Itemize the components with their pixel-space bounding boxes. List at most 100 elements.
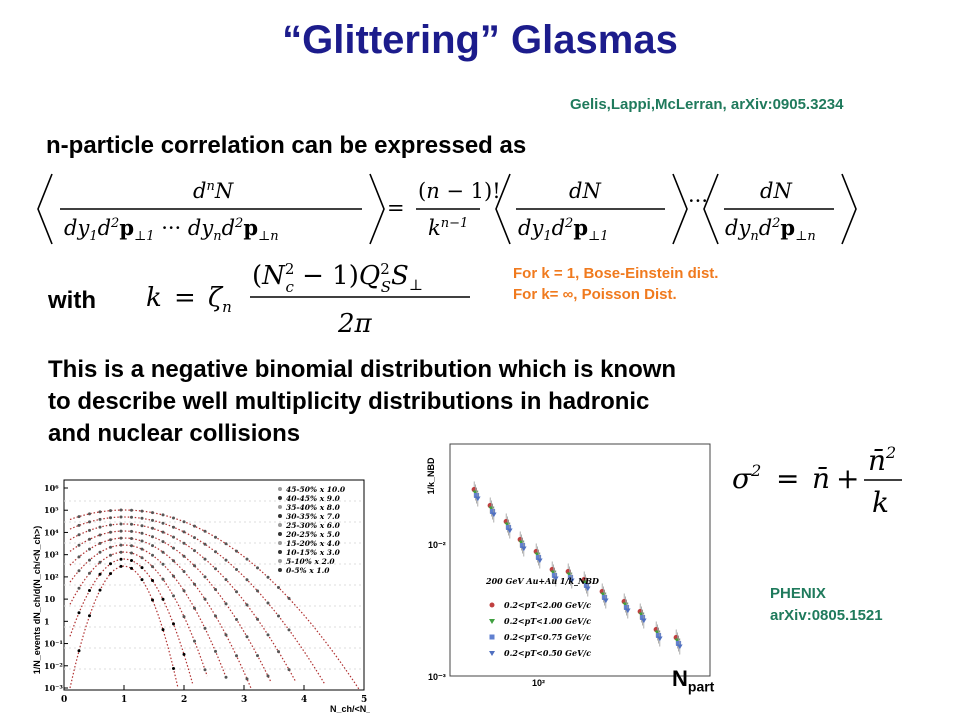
left-plot-point bbox=[203, 529, 207, 533]
right-plot-point bbox=[490, 509, 496, 514]
left-plot-point bbox=[203, 668, 207, 672]
right-plot-point bbox=[603, 598, 609, 604]
left-plot-point bbox=[130, 544, 133, 548]
left-plot-point bbox=[161, 628, 165, 632]
bose-einstein-note: For k = 1, Bose-Einstein dist. bbox=[513, 265, 719, 282]
left-plot-point bbox=[182, 615, 186, 619]
left-plot-xtick-label: 0 bbox=[61, 695, 67, 705]
svg-text:dy1d2p⊥1: dy1d2p⊥1 bbox=[518, 215, 609, 244]
left-plot-ytick-label: 10² bbox=[44, 572, 59, 582]
left-plot-point bbox=[151, 565, 154, 569]
slide-title: “Glittering” Glasmas bbox=[282, 18, 678, 62]
left-plot-legend-label: 25-30% x 6.0 bbox=[285, 521, 341, 530]
right-plot-legend-label: 0.2<pT<0.75 GeV/c bbox=[504, 632, 591, 642]
left-plot-point bbox=[266, 601, 270, 605]
left-plot-point bbox=[277, 650, 280, 654]
k-limits-note: For k = 1, Bose-Einstein dist. For k= ∞,… bbox=[513, 263, 718, 305]
phenix-reference: PHENIX arXiv:0805.1521 bbox=[770, 583, 883, 627]
left-plot-point bbox=[245, 677, 249, 681]
nbd-description: This is a negative binomial distribution… bbox=[48, 354, 908, 450]
left-plot-xtick-label: 4 bbox=[301, 695, 307, 705]
svg-text:dy1d2p⊥1 ··· dynd2p⊥n: dy1d2p⊥1 ··· dynd2p⊥n bbox=[64, 215, 279, 244]
left-plot-point bbox=[193, 549, 196, 553]
left-plot-point bbox=[277, 614, 280, 618]
left-plot-point bbox=[88, 520, 91, 524]
section-heading: n-particle correlation can be expressed … bbox=[46, 132, 527, 159]
left-plot-curve bbox=[69, 544, 228, 680]
left-plot-point bbox=[109, 562, 112, 566]
left-plot-point bbox=[277, 586, 280, 589]
left-plot-point bbox=[88, 589, 91, 592]
left-plot-point bbox=[109, 530, 112, 534]
left-plot-point bbox=[98, 541, 102, 545]
right-plot-point bbox=[537, 558, 543, 564]
left-plot-point bbox=[77, 611, 81, 615]
left-plot-point bbox=[88, 571, 91, 575]
left-plot-ytick-label: 10 bbox=[44, 594, 56, 604]
left-plot-point bbox=[151, 535, 154, 539]
svg-text:+: + bbox=[836, 462, 859, 495]
left-plot-legend-label: 30-35% x 7.0 bbox=[286, 512, 341, 521]
left-plot-point bbox=[172, 667, 175, 670]
left-plot-point bbox=[98, 588, 102, 592]
left-plot-point bbox=[172, 535, 175, 539]
left-plot-point bbox=[109, 553, 112, 557]
left-plot-legend-marker bbox=[278, 496, 282, 500]
left-plot-point bbox=[172, 516, 175, 520]
right-plot-legend-label: 0.2<pT<1.00 GeV/c bbox=[504, 616, 591, 626]
left-plot-point bbox=[161, 597, 165, 601]
left-plot-point bbox=[203, 542, 207, 546]
right-plot-ytick-2: 10⁻³ bbox=[428, 672, 446, 682]
left-plot-xtick-label: 2 bbox=[181, 695, 187, 705]
svg-text:=: = bbox=[387, 196, 405, 220]
svg-text:2π: 2π bbox=[337, 309, 373, 339]
right-plot-point bbox=[507, 528, 513, 534]
left-plot-legend-label: 10-15% x 3.0 bbox=[286, 548, 341, 557]
left-plot-point bbox=[161, 577, 165, 581]
right-plot-point bbox=[602, 595, 608, 600]
left-plot-point bbox=[161, 521, 165, 525]
left-plot-legend-marker bbox=[278, 541, 282, 545]
right-plot-point bbox=[584, 583, 590, 588]
left-plot-point bbox=[172, 546, 175, 550]
left-plot-point bbox=[245, 635, 249, 639]
left-plot-legend-marker bbox=[278, 532, 282, 536]
left-plot-ytick-label: 10⁵ bbox=[44, 505, 59, 515]
right-plot-point bbox=[536, 555, 542, 560]
right-plot-legend-label: 0.2<pT<2.00 GeV/c bbox=[504, 600, 591, 610]
right-plot-point bbox=[657, 636, 663, 642]
right-plot-point bbox=[625, 608, 631, 614]
left-plot-point bbox=[98, 572, 102, 576]
left-plot-point bbox=[109, 523, 112, 527]
left-plot-point bbox=[77, 555, 81, 559]
left-plot-point bbox=[235, 618, 238, 621]
phenix-label: PHENIX bbox=[770, 585, 826, 602]
svg-text:k: k bbox=[146, 283, 162, 313]
left-plot-legend-marker bbox=[278, 505, 282, 509]
left-plot-curve bbox=[69, 516, 326, 685]
left-plot-point bbox=[140, 578, 144, 582]
left-plot-legend-label: 40-45% x 9.0 bbox=[286, 494, 341, 503]
left-plot-legend-label: 15-20% x 4.0 bbox=[286, 539, 341, 548]
left-plot-point bbox=[256, 566, 259, 570]
left-plot-point bbox=[193, 606, 196, 610]
left-plot-point bbox=[214, 550, 217, 554]
right-plot-legend-marker bbox=[489, 619, 495, 624]
left-plot-point bbox=[235, 568, 238, 571]
left-plot-point bbox=[88, 558, 91, 562]
left-plot-point bbox=[98, 525, 102, 529]
left-plot-ytick-label: 1 bbox=[44, 616, 50, 626]
left-plot-point bbox=[182, 570, 186, 573]
left-plot-point bbox=[224, 633, 228, 637]
left-plot-point bbox=[235, 549, 238, 553]
left-plot-point bbox=[140, 531, 144, 535]
left-plot-point bbox=[130, 559, 133, 562]
left-plot-point bbox=[77, 569, 81, 573]
left-plot-point bbox=[140, 556, 144, 560]
right-plot-ytick-1: 10⁻² bbox=[428, 540, 446, 550]
left-plot-point bbox=[140, 524, 144, 528]
left-plot-point bbox=[182, 652, 186, 656]
left-plot-point bbox=[88, 528, 91, 532]
left-plot-legend-marker bbox=[278, 487, 282, 491]
